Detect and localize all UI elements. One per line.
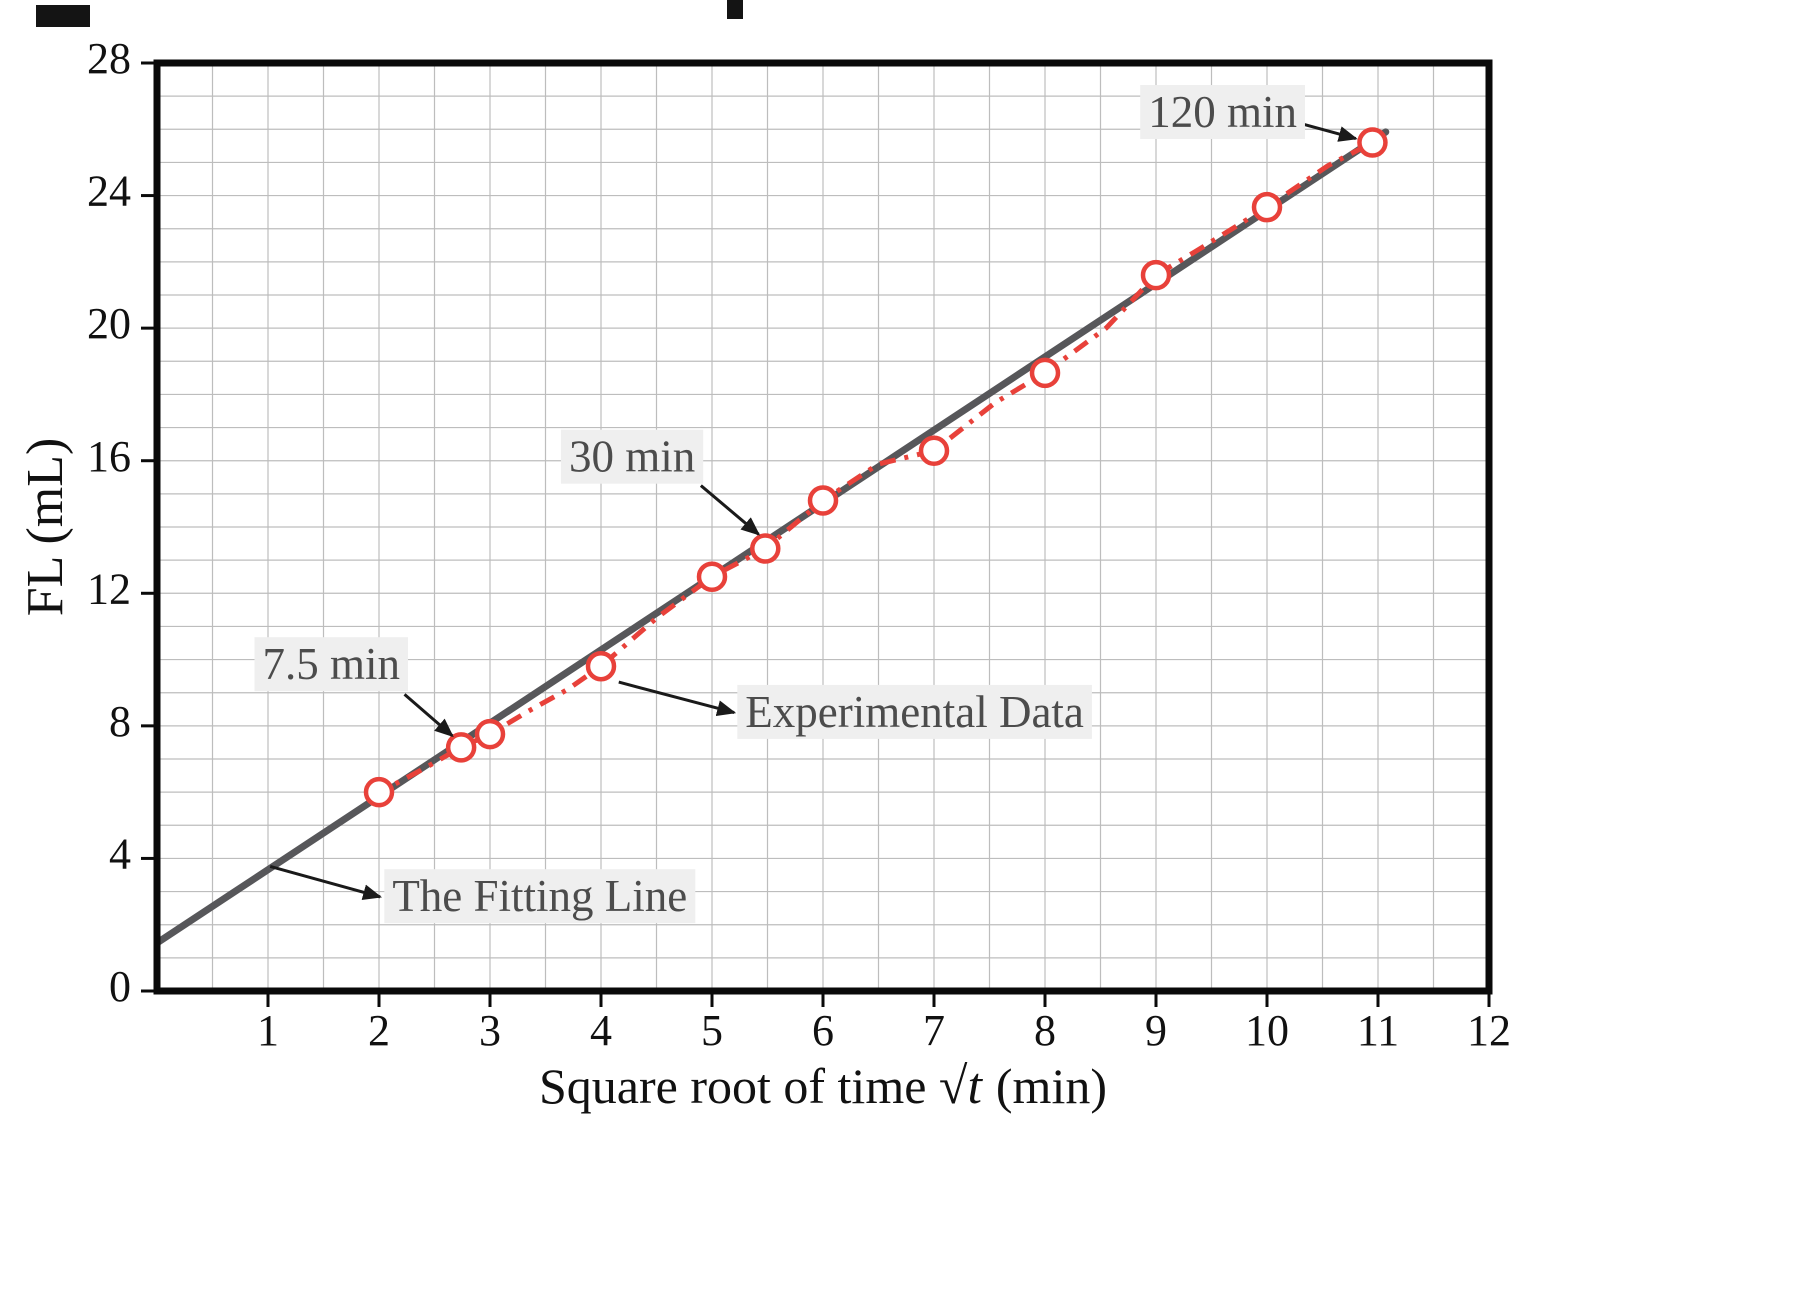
- x-tick-label: 5: [701, 1006, 723, 1055]
- annotation-label-background: [560, 429, 704, 484]
- data-point: [474, 718, 506, 750]
- annotation-label: 30 min: [569, 432, 695, 482]
- annotation-arrow: [403, 693, 454, 738]
- annotation-label: Experimental Data: [745, 687, 1084, 737]
- annotation-label: 120 min: [1148, 87, 1297, 137]
- y-tick-label: 28: [87, 34, 131, 83]
- data-point: [696, 561, 728, 592]
- x-tick-label: 11: [1357, 1006, 1399, 1055]
- x-tick-label: 9: [1145, 1006, 1167, 1055]
- y-axis-title: FL (mL): [17, 438, 74, 617]
- x-axis-title: Square root of time √t (min): [539, 1058, 1107, 1115]
- x-tick-label: 2: [368, 1006, 390, 1055]
- x-tick-label: 6: [812, 1006, 834, 1055]
- crop-artifact-mark: [727, 0, 743, 19]
- data-point: [445, 732, 477, 763]
- annotation-arrow: [269, 864, 383, 901]
- plot-frame: [153, 59, 1493, 995]
- y-tick-label: 20: [87, 299, 131, 348]
- annotation-arrow: [699, 484, 761, 536]
- x-tick-label: 8: [1034, 1006, 1056, 1055]
- crop-artifact-mark: [36, 5, 90, 27]
- x-tick-label: 1: [257, 1006, 279, 1055]
- data-point: [918, 435, 950, 467]
- data-point: [750, 533, 781, 564]
- y-tick-label: 16: [87, 432, 131, 481]
- annotation-arrow: [1303, 122, 1358, 142]
- annotation-label-background: [254, 637, 409, 692]
- annotation-label: The Fitting Line: [392, 871, 687, 921]
- data-point: [585, 650, 617, 682]
- x-tick-label: 3: [479, 1006, 501, 1055]
- data-point: [1140, 259, 1172, 291]
- data-point: [1357, 127, 1388, 158]
- annotation-arrow: [618, 680, 737, 716]
- data-point: [363, 776, 395, 808]
- data-point: [807, 485, 839, 516]
- y-tick-label: 8: [109, 697, 131, 746]
- y-tick-label: 4: [109, 830, 131, 879]
- x-tick-label: 12: [1467, 1006, 1511, 1055]
- annotation-label-background: [737, 684, 1092, 739]
- annotation-label-background: [1140, 85, 1305, 140]
- data-point: [1029, 357, 1061, 389]
- data-point: [1251, 191, 1283, 223]
- y-tick-label: 12: [87, 564, 131, 613]
- x-tick-label: 4: [590, 1006, 612, 1055]
- annotation-label-background: [384, 869, 696, 924]
- y-tick-label: 0: [109, 962, 131, 1011]
- annotation-label: 7.5 min: [263, 639, 401, 689]
- y-tick-label: 24: [87, 167, 131, 216]
- x-tick-label: 10: [1245, 1006, 1289, 1055]
- x-tick-label: 7: [923, 1006, 945, 1055]
